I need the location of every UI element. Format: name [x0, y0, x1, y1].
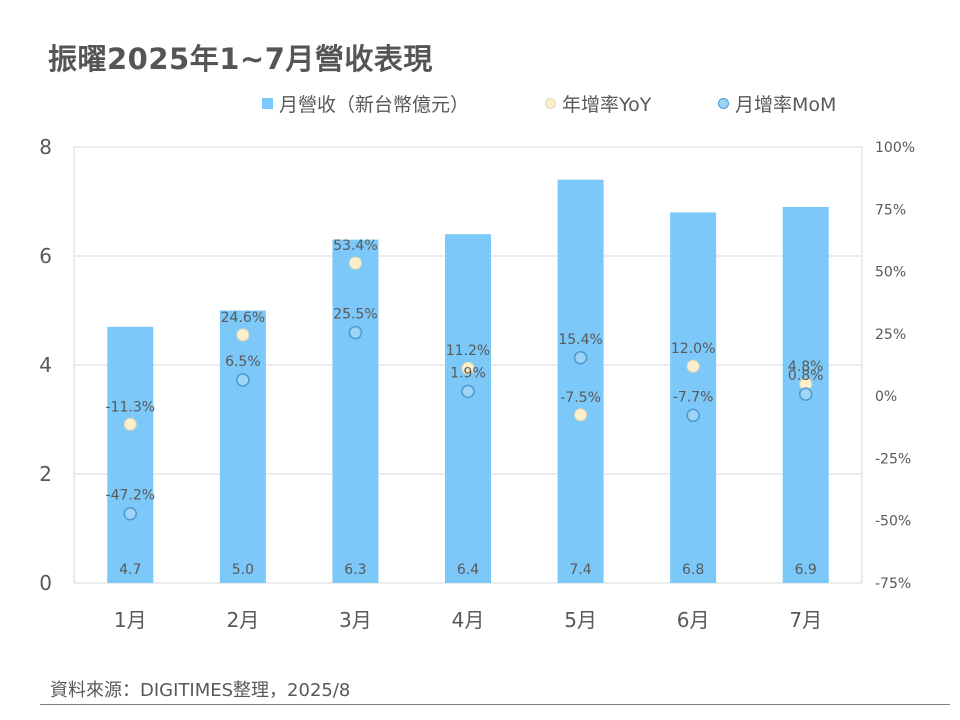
mom-data-label: 15.4% [558, 332, 602, 348]
legend-swatch-revenue [262, 98, 273, 109]
mom-point [461, 384, 475, 399]
bar-value-label: 7.4 [569, 562, 591, 578]
y-left-tick-label: 0 [39, 571, 52, 595]
mom-point [123, 506, 138, 521]
y-right-tick-label: -75% [875, 576, 911, 592]
yoy-point [123, 417, 137, 431]
bar [332, 239, 379, 583]
y-left-tick-label: 6 [39, 244, 52, 268]
x-tick-label: 3月 [339, 608, 372, 632]
legend-item-yoy: 年增率YoY [545, 90, 651, 117]
legend-label-revenue: 月營收（新台幣億元） [279, 94, 470, 116]
legend-item-mom: 月增率MoM [718, 90, 836, 117]
y-right-tick-label: 25% [875, 327, 906, 343]
legend-label-mom: 月增率MoM [735, 94, 837, 116]
mom-data-label: -7.7% [673, 389, 714, 405]
y-right-tick-label: 75% [875, 202, 906, 218]
y-right-tick-label: 0% [875, 389, 897, 405]
legend-marker-yoy [545, 98, 556, 109]
y-left-tick-label: 8 [39, 135, 52, 159]
mom-data-label: 1.9% [450, 365, 486, 381]
source-note: 資料來源：DIGITIMES整理，2025/8 [50, 680, 351, 701]
bar-value-label: 6.3 [344, 562, 366, 578]
mom-point [798, 387, 813, 401]
bar-value-label: 5.0 [232, 562, 254, 578]
y-right-tick-label: 100% [875, 140, 915, 156]
mom-point [348, 325, 363, 340]
y-left-tick-label: 4 [39, 353, 52, 377]
yoy-data-label: 24.6% [221, 310, 265, 326]
legend-label-yoy: 年增率YoY [562, 94, 652, 116]
yoy-data-label: -11.3% [106, 399, 156, 415]
legend: 月營收（新台幣億元） 年增率YoY 月增率MoM [0, 90, 960, 118]
x-tick-label: 2月 [226, 608, 259, 632]
yoy-point [236, 328, 250, 342]
yoy-data-label: 12.0% [671, 341, 715, 357]
mom-point [686, 408, 700, 423]
legend-item-revenue: 月營收（新台幣億元） [262, 90, 469, 117]
x-tick-label: 4月 [452, 608, 485, 632]
bar-value-label: 6.4 [457, 562, 479, 578]
yoy-data-label: 11.2% [446, 343, 490, 359]
x-tick-label: 1月 [114, 608, 147, 632]
mom-data-label: -47.2% [106, 488, 156, 504]
x-tick-label: 5月 [564, 608, 597, 632]
yoy-data-label: -7.5% [560, 390, 601, 406]
bar [107, 326, 154, 583]
mom-data-label: 0.8% [788, 368, 824, 384]
mom-point [236, 373, 250, 387]
yoy-data-label: 53.4% [333, 238, 377, 254]
bar-value-label: 4.7 [119, 562, 141, 578]
yoy-data-label: 4.8% [788, 359, 824, 375]
bar [557, 179, 604, 583]
bar [670, 212, 717, 583]
legend-marker-mom [718, 98, 729, 109]
yoy-point [686, 359, 700, 373]
x-tick-label: 7月 [789, 608, 822, 632]
bar [445, 234, 491, 583]
bar-value-label: 6.9 [795, 562, 817, 578]
x-tick-label: 6月 [677, 608, 710, 632]
mom-data-label: 6.5% [225, 354, 261, 370]
y-right-tick-label: -50% [875, 514, 911, 530]
bar-value-label: 6.8 [682, 562, 704, 578]
y-right-tick-label: 50% [875, 265, 906, 281]
mom-point [573, 351, 588, 365]
yoy-point [348, 256, 362, 270]
y-right-tick-label: -25% [875, 451, 911, 467]
mom-data-label: 25.5% [333, 307, 377, 323]
yoy-point [461, 361, 475, 375]
bar [219, 310, 266, 583]
chart-title: 振曜2025年1~7月營收表現 [48, 42, 433, 76]
y-left-tick-label: 2 [39, 462, 52, 486]
yoy-point [574, 408, 588, 422]
footer-divider [40, 704, 950, 705]
